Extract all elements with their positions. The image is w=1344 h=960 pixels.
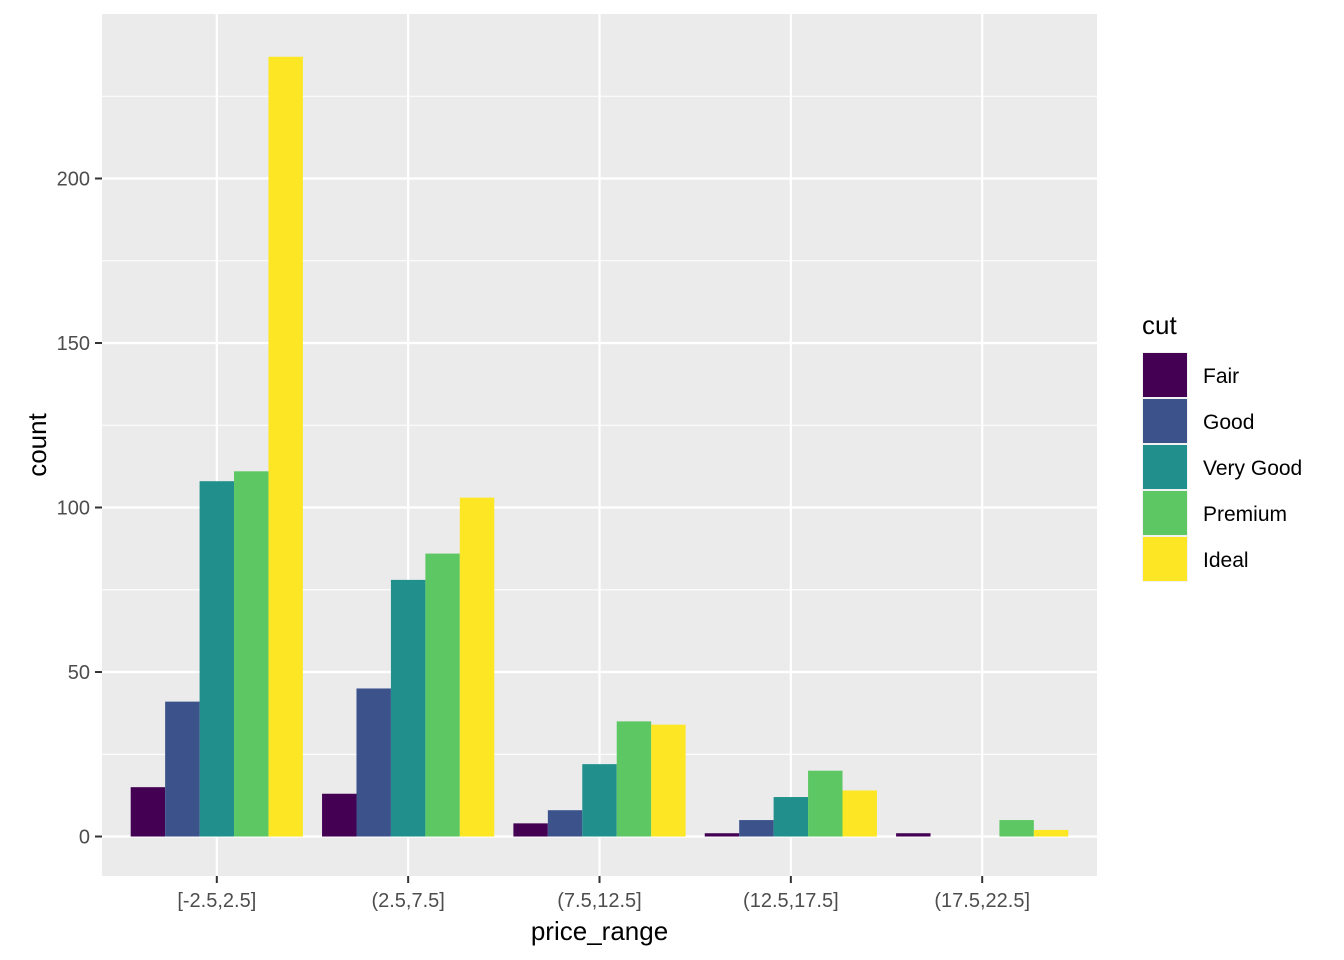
legend-label-ideal: Ideal [1203, 549, 1249, 572]
legend-label-good: Good [1203, 411, 1254, 434]
legend-title: cut [1142, 310, 1177, 340]
bar-good-2 [547, 810, 583, 837]
bar-premium-4 [999, 820, 1034, 837]
bar-fair-4 [896, 833, 931, 837]
legend-swatch-very-good [1143, 445, 1187, 489]
bar-premium-3 [808, 770, 843, 837]
bar-fair-0 [130, 787, 166, 837]
legend-label-fair: Fair [1203, 365, 1239, 388]
x-tick-label: (12.5,17.5] [743, 890, 839, 912]
bar-ideal-2 [651, 724, 686, 837]
legend-swatch-ideal [1143, 537, 1187, 581]
bar-very-good-2 [582, 764, 617, 837]
y-axis: 0 50 100 150 200 [57, 169, 102, 849]
x-tick-label: (17.5,22.5] [934, 890, 1030, 912]
bar-premium-1 [425, 553, 460, 837]
bar-ideal-0 [268, 56, 303, 837]
bars [130, 56, 1069, 837]
y-tick-label: 150 [57, 333, 90, 355]
y-tick-label: 100 [57, 498, 90, 520]
x-axis-title: price_range [531, 916, 668, 946]
bar-ideal-1 [459, 497, 495, 837]
legend: cut Fair Good Very Good Premium Ideal [1142, 310, 1302, 582]
x-tick-label: (7.5,12.5] [557, 890, 642, 912]
bar-very-good-0 [199, 481, 235, 837]
bar-good-0 [165, 701, 200, 837]
bar-ideal-3 [842, 790, 877, 837]
bar-fair-2 [513, 823, 548, 837]
bar-premium-0 [234, 471, 269, 837]
bar-very-good-3 [773, 797, 809, 837]
x-tick-label: [-2.5,2.5] [177, 890, 256, 912]
bar-fair-3 [704, 833, 740, 837]
x-tick-label: (2.5,7.5] [371, 890, 444, 912]
legend-label-very-good: Very Good [1203, 457, 1302, 480]
bar-very-good-1 [390, 579, 426, 837]
legend-swatch-good [1143, 399, 1187, 443]
legend-swatch-premium [1143, 491, 1187, 535]
x-axis: [-2.5,2.5] (2.5,7.5] (7.5,12.5] (12.5,17.5]… [177, 876, 1030, 912]
bar-good-1 [356, 688, 391, 837]
y-axis-title: count [22, 412, 52, 476]
y-tick-label: 0 [79, 827, 90, 849]
bar-premium-2 [616, 721, 652, 837]
y-tick-label: 50 [68, 662, 90, 684]
legend-swatch-fair [1143, 353, 1187, 397]
bar-fair-1 [322, 793, 357, 837]
legend-label-premium: Premium [1203, 503, 1287, 526]
bar-good-3 [739, 820, 774, 837]
y-tick-label: 200 [57, 169, 90, 191]
bar-ideal-4 [1033, 829, 1069, 837]
